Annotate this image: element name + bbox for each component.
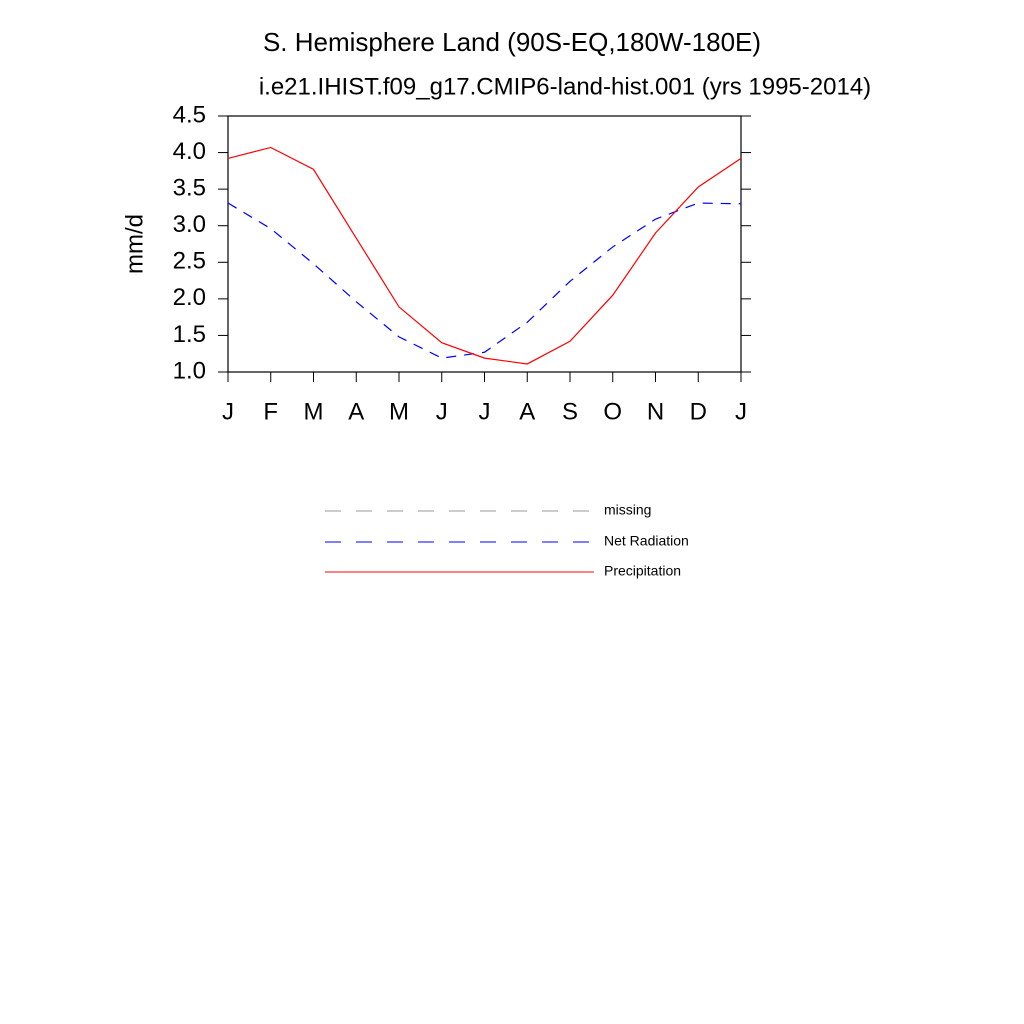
x-tick-label: D xyxy=(690,398,707,425)
legend-label: missing xyxy=(604,502,651,518)
x-tick-label: A xyxy=(348,398,364,425)
y-tick-label: 3.5 xyxy=(173,174,206,201)
y-axis-label: mm/d xyxy=(121,214,148,274)
y-tick-label: 2.5 xyxy=(173,248,206,275)
x-tick-label: O xyxy=(603,398,622,425)
y-tick-label: 1.0 xyxy=(173,357,206,384)
x-tick-label: J xyxy=(735,398,747,425)
x-tick-label: J xyxy=(222,398,234,425)
x-tick-label: J xyxy=(436,398,448,425)
series-line xyxy=(227,202,742,359)
y-tick-label: 4.5 xyxy=(173,101,206,128)
x-tick-label: F xyxy=(263,398,278,425)
x-tick-label: J xyxy=(479,398,491,425)
y-tick-label: 2.0 xyxy=(173,284,206,311)
x-tick-label: A xyxy=(519,398,535,425)
chart-title: S. Hemisphere Land (90S-EQ,180W-180E) xyxy=(263,27,761,57)
legend-label: Precipitation xyxy=(604,563,681,579)
legend-label: Net Radiation xyxy=(604,533,689,549)
plot-frame xyxy=(227,115,742,373)
y-tick-label: 4.0 xyxy=(173,138,206,165)
y-tick-label: 3.0 xyxy=(173,211,206,238)
x-tick-label: M xyxy=(389,398,409,425)
series-line xyxy=(227,146,742,365)
chart-subtitle: i.e21.IHIST.f09_g17.CMIP6-land-hist.001 … xyxy=(259,73,871,100)
x-tick-label: S xyxy=(562,398,578,425)
x-tick-label: N xyxy=(647,398,664,425)
x-tick-label: M xyxy=(304,398,324,425)
y-tick-label: 1.5 xyxy=(173,321,206,348)
